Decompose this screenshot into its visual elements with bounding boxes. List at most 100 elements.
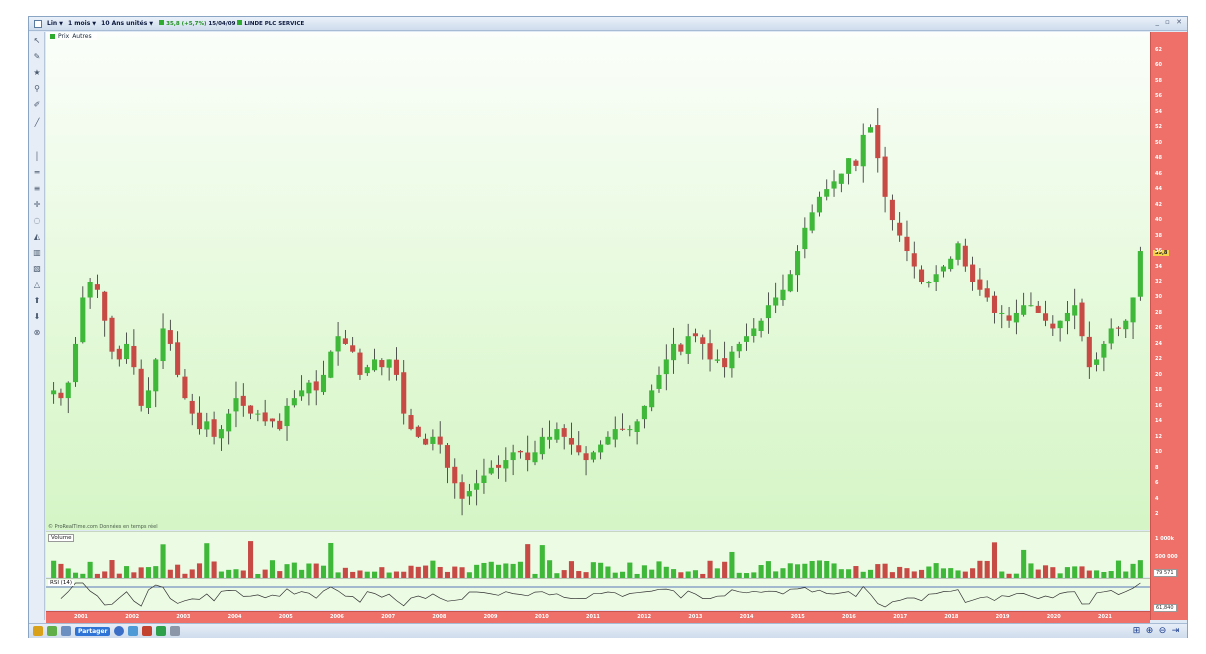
- horizontal-line-icon[interactable]: ═: [34, 168, 40, 177]
- candle-body: [1079, 302, 1085, 337]
- volume-bar: [124, 566, 130, 578]
- date-tick-label: 2017: [893, 614, 908, 620]
- layout-icon[interactable]: [128, 626, 139, 636]
- star-icon[interactable]: ★: [33, 68, 41, 77]
- chart-tool-icon[interactable]: ▧: [33, 264, 41, 273]
- candle: [860, 123, 866, 183]
- magnifier-icon[interactable]: ⚲: [34, 84, 40, 93]
- refresh-icon[interactable]: [156, 626, 167, 636]
- crosshair-icon[interactable]: ✛: [33, 200, 41, 209]
- volume-bar: [809, 560, 815, 578]
- symbol-selector[interactable]: Lin ▼: [47, 20, 63, 27]
- window-controls[interactable]: _ ▫ ✕: [1155, 18, 1184, 26]
- volume-bar: [722, 561, 728, 578]
- zoom-in-icon[interactable]: ⊕: [1145, 626, 1154, 636]
- volume-bar: [211, 561, 217, 578]
- cursor-icon[interactable]: ↖: [33, 36, 41, 45]
- volume-bar: [284, 564, 290, 578]
- candle-body: [525, 452, 531, 461]
- candle-body: [773, 297, 779, 306]
- price-tick-label: 60: [1155, 62, 1162, 69]
- candle-body: [233, 398, 239, 412]
- globe-icon[interactable]: [114, 626, 125, 636]
- volume-bar: [758, 565, 764, 578]
- pencil-icon[interactable]: ✎: [33, 52, 41, 61]
- date-tick-label: 2001: [74, 614, 88, 620]
- volume-bar: [787, 563, 793, 578]
- volume-bar: [773, 571, 779, 578]
- price-tick-label: 52: [1155, 124, 1162, 131]
- candle: [248, 405, 254, 420]
- candle: [911, 241, 917, 279]
- candle-body: [313, 381, 319, 391]
- candle-body: [722, 358, 728, 368]
- candle-body: [999, 312, 1005, 314]
- more-icon[interactable]: [170, 626, 181, 636]
- price-tick-label: 6: [1155, 480, 1159, 487]
- candle-body: [838, 173, 844, 184]
- candle: [240, 383, 246, 417]
- volume-bar: [1028, 563, 1034, 578]
- period-selector[interactable]: 1 mois ▼: [68, 20, 96, 27]
- volume-bar: [561, 570, 567, 578]
- candle: [853, 159, 859, 172]
- volume-bar: [342, 567, 348, 578]
- chart-type-icon[interactable]: [47, 626, 57, 636]
- candle: [919, 265, 925, 285]
- candle: [649, 384, 655, 412]
- candle: [444, 443, 451, 484]
- candle-body: [605, 436, 611, 445]
- candle: [838, 173, 844, 193]
- volume-bar: [824, 560, 830, 578]
- price-chart-panel[interactable]: [46, 32, 1150, 530]
- candle-body: [583, 453, 589, 461]
- volume-bar: [240, 570, 246, 578]
- arrow-up-icon[interactable]: ⬆: [33, 296, 41, 305]
- candle-body: [897, 222, 903, 236]
- units-selector[interactable]: 10 Ans unités ▼: [101, 20, 153, 27]
- candle-body: [437, 436, 443, 445]
- pen-icon[interactable]: ✐: [33, 100, 41, 109]
- date-axis[interactable]: 2001 2002 2003 2004 2005 2006 2007 2008 2009 2010…: [46, 611, 1150, 623]
- volume-bar: [962, 571, 968, 578]
- fibonacci-icon[interactable]: ≡: [33, 184, 41, 193]
- volume-bar: [860, 571, 866, 578]
- candle-body: [423, 438, 429, 445]
- price-tick-label: 18: [1155, 387, 1162, 394]
- price-tick-label: 24: [1155, 340, 1162, 347]
- volume-bar: [204, 543, 210, 578]
- indicator-icon[interactable]: [142, 626, 153, 636]
- arrow-down-icon[interactable]: ⬇: [33, 312, 41, 321]
- candle-body: [962, 245, 968, 267]
- template-icon[interactable]: [61, 626, 71, 636]
- candle: [1130, 297, 1136, 339]
- settings-icon[interactable]: [33, 626, 43, 636]
- vertical-line-icon[interactable]: │: [34, 152, 40, 161]
- line-icon[interactable]: ╱: [34, 118, 40, 127]
- scroll-end-icon[interactable]: ⇥: [1171, 626, 1180, 636]
- candle: [1137, 246, 1143, 301]
- date-tick-label: 2004: [227, 614, 242, 620]
- volume-bar: [707, 560, 713, 578]
- volume-panel[interactable]: © ProRealTime.com Données en temps réel …: [46, 524, 1150, 578]
- rsi-panel[interactable]: RSI (14): [46, 578, 1150, 610]
- zoom-fit-icon[interactable]: ⊞: [1132, 626, 1141, 636]
- delete-icon[interactable]: ⊗: [33, 328, 41, 337]
- eraser-icon[interactable]: ◭: [33, 232, 41, 241]
- volume-bar: [1115, 560, 1122, 578]
- price-tick-label: 22: [1155, 356, 1162, 363]
- candle-body: [692, 333, 699, 337]
- candle-body: [627, 429, 633, 431]
- channel-icon[interactable]: ▥: [33, 248, 41, 257]
- candle-body: [1064, 312, 1070, 322]
- ellipse-icon[interactable]: ◌: [33, 216, 41, 225]
- triangle-icon[interactable]: △: [33, 280, 41, 289]
- candle-body: [649, 390, 655, 408]
- legend-label-others: Autres: [72, 33, 92, 40]
- candle-body: [160, 328, 166, 362]
- share-button[interactable]: Partager: [75, 626, 111, 636]
- volume-bar: [678, 572, 684, 578]
- price-axis[interactable]: 35,8 1 000k 500 000 79 571 61,840 62 60 58…: [1150, 32, 1188, 620]
- price-chart[interactable]: [46, 32, 1150, 530]
- zoom-out-icon[interactable]: ⊖: [1158, 626, 1167, 636]
